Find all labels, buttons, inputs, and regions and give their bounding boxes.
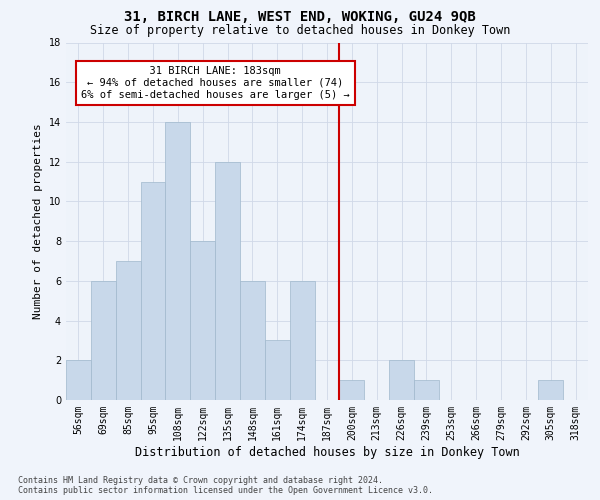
Text: 31, BIRCH LANE, WEST END, WOKING, GU24 9QB: 31, BIRCH LANE, WEST END, WOKING, GU24 9… bbox=[124, 10, 476, 24]
Bar bbox=[240, 281, 265, 400]
Text: Contains public sector information licensed under the Open Government Licence v3: Contains public sector information licen… bbox=[18, 486, 433, 495]
Bar bbox=[215, 162, 240, 400]
Text: Size of property relative to detached houses in Donkey Town: Size of property relative to detached ho… bbox=[90, 24, 510, 37]
Bar bbox=[538, 380, 563, 400]
Y-axis label: Number of detached properties: Number of detached properties bbox=[33, 124, 43, 319]
Bar bbox=[66, 360, 91, 400]
Text: Contains HM Land Registry data © Crown copyright and database right 2024.: Contains HM Land Registry data © Crown c… bbox=[18, 476, 383, 485]
Bar bbox=[414, 380, 439, 400]
X-axis label: Distribution of detached houses by size in Donkey Town: Distribution of detached houses by size … bbox=[134, 446, 520, 458]
Text: 31 BIRCH LANE: 183sqm  
← 94% of detached houses are smaller (74)
6% of semi-det: 31 BIRCH LANE: 183sqm ← 94% of detached … bbox=[81, 66, 350, 100]
Bar bbox=[190, 241, 215, 400]
Bar bbox=[166, 122, 190, 400]
Bar bbox=[91, 281, 116, 400]
Bar bbox=[116, 261, 140, 400]
Bar bbox=[265, 340, 290, 400]
Bar bbox=[140, 182, 166, 400]
Bar bbox=[340, 380, 364, 400]
Bar bbox=[389, 360, 414, 400]
Bar bbox=[290, 281, 314, 400]
